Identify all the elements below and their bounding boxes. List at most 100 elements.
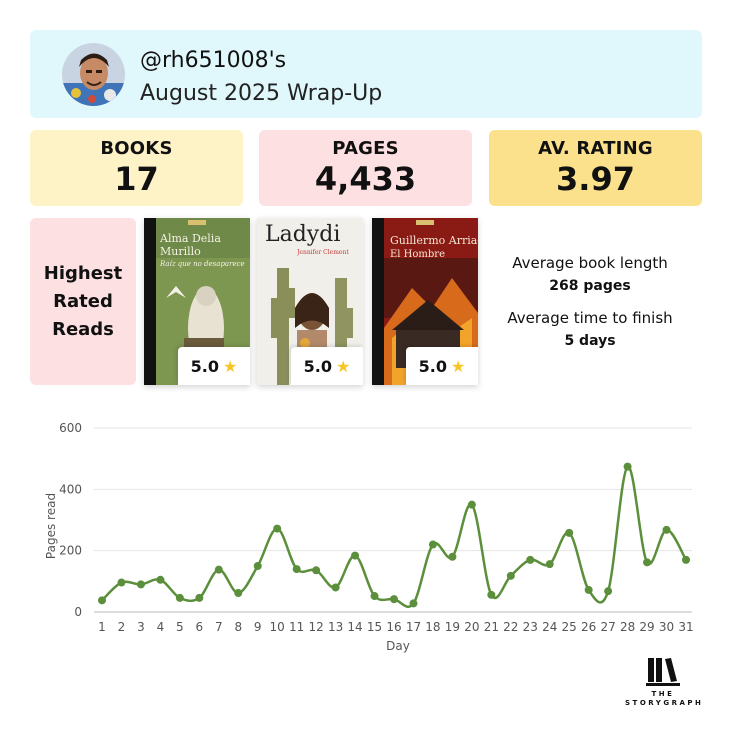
star-icon: ★ [336, 356, 351, 376]
data-point [214, 565, 223, 574]
highest-rated-label: Highest Rated Reads [43, 262, 123, 340]
data-point [565, 528, 574, 537]
y-tick-label: 0 [74, 605, 82, 619]
avg-length-label: Average book length [512, 254, 668, 272]
data-point [682, 555, 690, 564]
y-tick-label: 400 [59, 482, 82, 496]
book-cover-1[interactable]: Alma Delia Murillo Raíz que no desaparec… [144, 218, 250, 385]
books-stat-card: BOOKS 17 [30, 130, 243, 206]
data-point [643, 558, 652, 567]
data-point [195, 593, 204, 602]
y-tick-label: 200 [59, 544, 82, 558]
data-point [175, 593, 184, 602]
book-1-author-line2: Murillo [160, 245, 201, 258]
data-point [292, 565, 301, 574]
data-point [117, 578, 126, 587]
highest-rated-label-box: Highest Rated Reads [30, 218, 136, 385]
x-tick-label: 18 [425, 620, 440, 634]
avg-length-value: 268 pages [549, 278, 631, 294]
x-tick-label: 7 [215, 620, 223, 634]
book-1-author-line1: Alma Delia [160, 232, 221, 245]
x-tick-label: 9 [254, 620, 262, 634]
x-tick-label: 20 [464, 620, 479, 634]
x-tick-label: 27 [600, 620, 615, 634]
x-tick-label: 4 [157, 620, 165, 634]
x-tick-label: 8 [234, 620, 242, 634]
x-tick-label: 3 [137, 620, 145, 634]
x-tick-label: 22 [503, 620, 518, 634]
avg-time-value: 5 days [564, 333, 616, 349]
data-point [584, 585, 593, 594]
pages-stat-card: PAGES 4,433 [259, 130, 472, 206]
data-point [312, 566, 321, 575]
x-tick-label: 16 [386, 620, 401, 634]
logo-text-storygraph: STORYGRAPH [625, 699, 704, 707]
data-point [526, 555, 535, 564]
x-tick-label: 12 [308, 620, 323, 634]
pages-value: 4,433 [314, 160, 417, 198]
data-point [487, 590, 496, 599]
book-2-rating-badge: 5.0 ★ [291, 347, 363, 385]
x-axis-label: Day [386, 639, 410, 653]
x-tick-label: 21 [484, 620, 499, 634]
book-2-title: Ladydi [265, 222, 341, 247]
data-point [98, 596, 106, 605]
data-point [273, 524, 282, 533]
book-2-author: Jennifer Clement [297, 249, 349, 256]
star-icon: ★ [451, 356, 466, 376]
x-tick-label: 14 [347, 620, 362, 634]
x-tick-label: 19 [445, 620, 460, 634]
data-point [331, 583, 340, 592]
username: @rh651008's [140, 48, 287, 73]
data-point [156, 575, 165, 584]
data-point [506, 571, 515, 580]
y-tick-label: 600 [59, 421, 82, 435]
rating-value: 3.97 [556, 160, 635, 198]
data-point [351, 551, 360, 560]
x-tick-label: 1 [98, 620, 106, 634]
book-1-rating: 5.0 [190, 356, 219, 376]
x-tick-label: 11 [289, 620, 304, 634]
avatar[interactable] [62, 43, 125, 106]
x-tick-label: 30 [659, 620, 674, 634]
data-point [136, 580, 145, 589]
x-tick-label: 23 [523, 620, 538, 634]
x-tick-label: 24 [542, 620, 557, 634]
books-logo-icon [646, 658, 680, 686]
book-3-rating: 5.0 [418, 356, 447, 376]
wrapup-title: August 2025 Wrap-Up [140, 81, 383, 106]
data-point [370, 592, 379, 601]
book-3-title: El Hombre [390, 249, 445, 260]
book-3-rating-badge: 5.0 ★ [406, 347, 478, 385]
data-point [448, 552, 457, 561]
x-tick-label: 25 [562, 620, 577, 634]
data-point [467, 500, 476, 509]
data-point [234, 588, 243, 597]
x-tick-label: 2 [118, 620, 126, 634]
rating-stat-card: AV. RATING 3.97 [489, 130, 702, 206]
series-line [101, 465, 688, 608]
pages-label: PAGES [332, 138, 399, 159]
data-point [428, 540, 437, 549]
book-cover-2[interactable]: Ladydi Jennifer Clement 5.0 ★ [257, 218, 363, 385]
avg-time-label: Average time to finish [507, 309, 673, 327]
x-tick-label: 15 [367, 620, 382, 634]
book-1-title: Raíz que no desaparece [160, 260, 245, 268]
storygraph-logo: THE STORYGRAPH [625, 658, 701, 708]
data-point [390, 595, 398, 604]
data-point [253, 562, 262, 570]
data-point [409, 599, 418, 608]
book-3-author: Guillermo Arriaga [390, 234, 478, 247]
x-tick-label: 10 [270, 620, 285, 634]
rating-label: AV. RATING [538, 138, 653, 159]
data-point [662, 525, 671, 534]
x-tick-label: 5 [176, 620, 184, 634]
data-point [604, 587, 613, 596]
x-tick-label: 26 [581, 620, 596, 634]
x-tick-label: 29 [639, 620, 654, 634]
logo-text-the: THE [651, 690, 675, 698]
book-1-rating-badge: 5.0 ★ [178, 347, 250, 385]
y-axis-label: Pages read [44, 493, 58, 559]
book-cover-3[interactable]: Guillermo Arriaga El Hombre 5.0 ★ [372, 218, 478, 385]
